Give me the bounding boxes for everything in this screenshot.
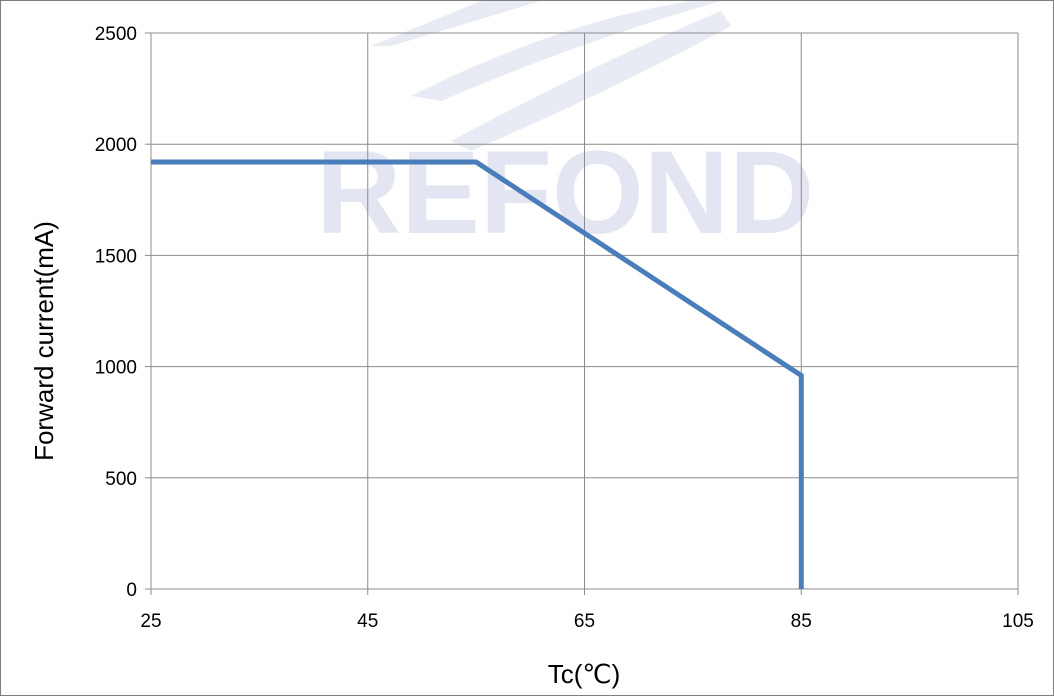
axes <box>145 32 1019 595</box>
y-tick-label: 2500 <box>95 24 137 45</box>
y-tick-label: 1500 <box>95 246 137 267</box>
grid <box>151 32 1019 589</box>
x-tick-label: 105 <box>1002 611 1034 632</box>
watermark-stripe <box>371 1 541 46</box>
watermark-text: REFOND <box>316 127 814 259</box>
y-tick-labels: 0 500 1000 1500 2000 2500 <box>95 24 137 601</box>
y-tick-label: 0 <box>126 580 137 601</box>
y-tick-label: 1000 <box>95 358 137 379</box>
x-tick-labels: 25 45 65 85 105 <box>140 611 1033 632</box>
series-layer <box>151 159 804 589</box>
series-line <box>151 159 804 589</box>
x-axis-title: Tc(℃) <box>548 659 621 689</box>
y-tick-label: 2000 <box>95 135 137 156</box>
watermark-stripe <box>411 1 721 101</box>
x-tick-label: 45 <box>357 611 378 632</box>
watermark-stripe <box>451 11 731 151</box>
watermark: REFOND <box>316 1 814 259</box>
x-tick-label: 25 <box>140 611 161 632</box>
x-tick-label: 85 <box>791 611 812 632</box>
x-tick-label: 65 <box>574 611 595 632</box>
y-axis-title: Forward current(mA) <box>29 221 59 461</box>
y-tick-label: 500 <box>105 469 137 490</box>
